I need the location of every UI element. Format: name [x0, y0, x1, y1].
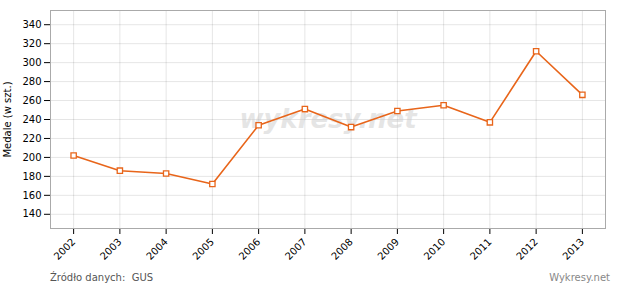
- svg-text:2007: 2007: [283, 236, 309, 262]
- svg-text:2009: 2009: [375, 236, 401, 262]
- svg-text:260: 260: [22, 95, 41, 106]
- svg-text:200: 200: [22, 152, 41, 163]
- svg-text:2012: 2012: [514, 236, 540, 262]
- svg-text:2003: 2003: [98, 236, 124, 262]
- svg-text:240: 240: [22, 114, 41, 125]
- svg-text:2013: 2013: [560, 236, 586, 262]
- svg-text:320: 320: [22, 38, 41, 49]
- svg-text:2011: 2011: [468, 236, 494, 262]
- svg-text:300: 300: [22, 57, 41, 68]
- svg-text:160: 160: [22, 190, 41, 201]
- svg-text:340: 340: [22, 19, 41, 30]
- svg-text:2005: 2005: [190, 236, 216, 262]
- svg-text:wykresy.net: wykresy.net: [239, 103, 417, 134]
- svg-text:2010: 2010: [422, 236, 448, 262]
- svg-text:2008: 2008: [329, 236, 355, 262]
- svg-text:280: 280: [22, 76, 41, 87]
- html-text:Wykresy.net: Wykresy.net: [549, 271, 610, 283]
- svg-text:Medale (w szt.): Medale (w szt.): [2, 81, 13, 157]
- html-text:Źródło danych: GUS: Źródło danych: GUS: [50, 271, 154, 283]
- svg-text:180: 180: [22, 171, 41, 182]
- svg-text:2002: 2002: [52, 236, 78, 262]
- svg-text:220: 220: [22, 133, 41, 144]
- svg-text:2006: 2006: [237, 236, 263, 262]
- svg-text:140: 140: [22, 208, 41, 219]
- svg-text:2004: 2004: [144, 236, 170, 262]
